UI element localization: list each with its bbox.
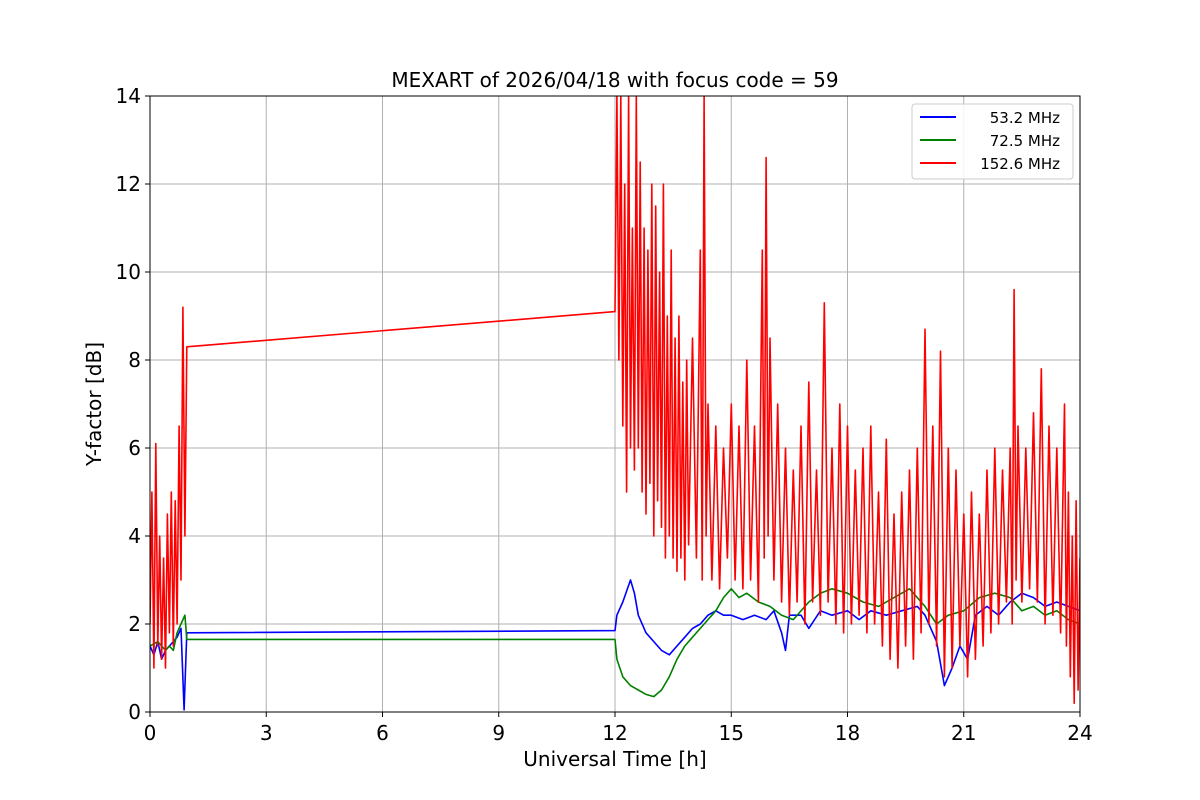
y-tick-label: 2 — [128, 612, 141, 636]
series-line-1 — [150, 579, 1080, 711]
x-tick-label: 0 — [144, 721, 157, 745]
y-tick-label: 8 — [128, 348, 141, 372]
y-tick-label: 4 — [128, 524, 141, 548]
y-axis: 0 2 4 6 8 10 12 14 — [116, 84, 150, 724]
y-tick-label: 0 — [128, 700, 141, 724]
x-axis-label: Universal Time [h] — [523, 747, 706, 771]
x-tick-label: 6 — [376, 721, 389, 745]
y-axis-label: Y-factor [dB] — [82, 342, 106, 467]
x-tick-label: 18 — [835, 721, 860, 745]
y-tick-label: 14 — [116, 84, 141, 108]
x-tick-label: 21 — [951, 721, 976, 745]
chart-title: MEXART of 2026/04/18 with focus code = 5… — [391, 68, 838, 92]
x-tick-label: 3 — [260, 721, 273, 745]
x-tick-label: 24 — [1067, 721, 1092, 745]
y-tick-label: 12 — [116, 172, 141, 196]
series-line-3 — [150, 96, 1080, 704]
legend-box — [911, 103, 1074, 180]
y-tick-label: 6 — [128, 436, 141, 460]
legend: 53.2 MHz 72.5 MHz 152.6 MHz — [911, 103, 1074, 180]
x-tick-label: 15 — [719, 721, 744, 745]
legend-label: 152.6 MHz — [980, 155, 1060, 173]
x-axis: 0 3 6 9 12 15 18 21 24 — [144, 712, 1093, 745]
legend-label: 72.5 MHz — [990, 132, 1060, 150]
y-tick-label: 10 — [116, 260, 141, 284]
legend-label: 53.2 MHz — [990, 109, 1060, 127]
series-layer — [150, 96, 1080, 711]
x-tick-label: 9 — [492, 721, 505, 745]
x-tick-label: 12 — [602, 721, 627, 745]
